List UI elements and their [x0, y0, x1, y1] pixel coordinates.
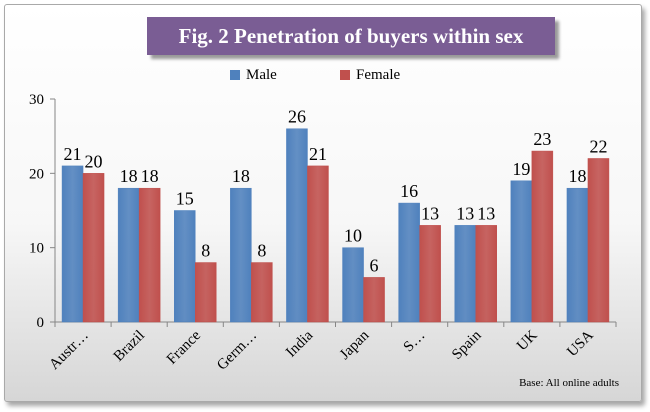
bar-male	[286, 128, 308, 323]
x-tick-label: Spain	[449, 327, 485, 363]
chart-card: Fig. 2 Penetration of buyers within sex …	[4, 4, 642, 402]
data-label-male: 26	[288, 107, 306, 127]
bar-male	[454, 225, 476, 323]
bar-female	[475, 225, 497, 323]
y-tick-label: 0	[37, 315, 45, 331]
data-label-male: 15	[176, 189, 194, 209]
bar-female	[138, 187, 161, 323]
x-tick-label: USA	[564, 327, 597, 360]
data-label-female: 6	[370, 255, 379, 275]
x-tick-label: Japan	[337, 327, 373, 363]
data-label-male: 19	[512, 159, 530, 179]
data-label-male: 18	[120, 166, 138, 186]
data-label-female: 13	[421, 203, 439, 223]
bar-female	[251, 262, 273, 323]
legend-item-male: Male	[230, 67, 277, 84]
x-tick-label: Austr…	[46, 328, 91, 373]
x-tick-label: Brazil	[111, 328, 148, 365]
data-label-male: 21	[64, 144, 82, 164]
bar-male	[174, 210, 196, 323]
bar-male	[566, 187, 589, 323]
bar-female	[195, 262, 217, 323]
bar-female	[419, 225, 441, 323]
legend-label-female: Female	[356, 67, 401, 83]
y-tick-label: 30	[29, 92, 44, 108]
data-label-male: 18	[568, 166, 586, 186]
data-label-female: 20	[85, 151, 103, 171]
legend-swatch-male	[230, 69, 240, 80]
data-label-female: 8	[201, 241, 210, 261]
bar-male	[230, 187, 252, 323]
data-label-female: 18	[141, 166, 159, 186]
legend-label-male: Male	[246, 67, 277, 83]
legend-item-female: Female	[340, 67, 400, 84]
bar-male	[117, 187, 140, 323]
footnote: Base: All online adults	[519, 377, 619, 389]
data-label-female: 8	[257, 241, 266, 261]
data-label-female: 21	[309, 144, 327, 164]
x-tick-label: Germ…	[214, 328, 260, 374]
y-tick-label: 20	[29, 166, 44, 182]
x-tick-label: India	[283, 327, 316, 360]
bar-female	[587, 158, 610, 323]
bar-female	[531, 150, 554, 323]
data-label-female: 13	[477, 203, 495, 223]
bar-male	[510, 180, 533, 323]
data-label-female: 22	[589, 136, 607, 156]
bar-female	[82, 173, 105, 323]
data-label-male: 18	[232, 166, 250, 186]
x-tick-label: UK	[514, 327, 541, 354]
x-tick-label: France	[164, 327, 204, 367]
bar-male	[61, 165, 84, 323]
data-label-female: 23	[533, 129, 551, 149]
legend-swatch-female	[340, 69, 350, 80]
data-label-male: 10	[344, 226, 362, 246]
data-label-male: 13	[456, 203, 474, 223]
chart-title: Fig. 2 Penetration of buyers within sex	[147, 17, 555, 55]
bar-female	[363, 277, 385, 323]
data-label-male: 16	[400, 181, 418, 201]
x-tick-label: S…	[401, 328, 429, 356]
bar-female	[307, 165, 329, 323]
bar-male	[342, 247, 364, 323]
bar-male	[398, 202, 420, 323]
y-tick-label: 10	[29, 241, 44, 257]
